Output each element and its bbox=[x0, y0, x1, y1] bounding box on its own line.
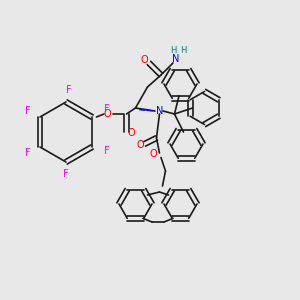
Text: O: O bbox=[150, 149, 157, 160]
Text: F: F bbox=[104, 146, 110, 157]
Text: N: N bbox=[172, 54, 180, 64]
Text: O: O bbox=[127, 128, 135, 139]
Text: N: N bbox=[156, 106, 163, 116]
Text: O: O bbox=[103, 109, 111, 119]
Text: H: H bbox=[180, 46, 187, 56]
Text: O: O bbox=[136, 140, 144, 151]
Text: F: F bbox=[25, 148, 31, 158]
Text: F: F bbox=[25, 106, 31, 116]
Text: F: F bbox=[63, 169, 69, 179]
Text: O: O bbox=[141, 55, 148, 65]
Text: H: H bbox=[170, 46, 176, 56]
Text: F: F bbox=[66, 85, 72, 95]
Text: F: F bbox=[104, 104, 110, 115]
